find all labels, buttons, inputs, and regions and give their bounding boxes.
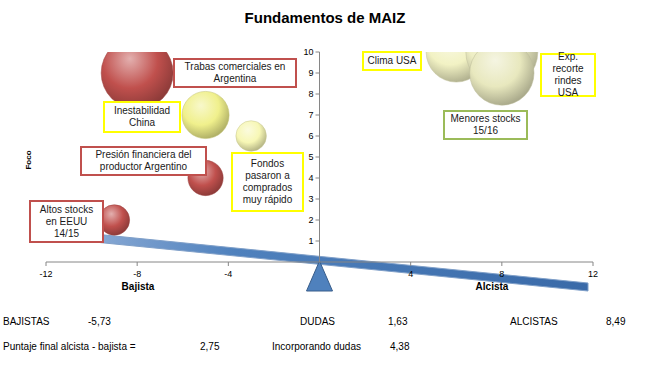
x-tick xyxy=(593,262,594,266)
y-tick xyxy=(316,241,320,242)
x-tick-label: -8 xyxy=(133,269,141,279)
y-tick xyxy=(316,94,320,95)
y-tick xyxy=(316,136,320,137)
bubble xyxy=(182,91,229,138)
summary-label: Puntaje final alcista - bajista = xyxy=(3,341,136,352)
x-tick xyxy=(46,262,47,266)
y-tick-label: 7 xyxy=(308,110,313,120)
y-tick-label: 8 xyxy=(308,89,313,99)
y-tick-label: 5 xyxy=(308,152,313,162)
bubbles xyxy=(99,52,538,235)
y-tick xyxy=(316,178,320,179)
annotation: Inestabilidad China xyxy=(103,101,181,133)
x-tick xyxy=(228,262,229,266)
annotation: Presión financiera del productor Argenti… xyxy=(80,146,207,176)
annotation: Fondos pasaron a comprados muy rápido xyxy=(231,152,304,212)
annotation: Menores stocks 15/16 xyxy=(443,110,528,140)
y-tick xyxy=(316,220,320,221)
y-tick-label: 6 xyxy=(308,131,313,141)
annotation: Clima USA xyxy=(362,51,422,71)
y-tick-label: 4 xyxy=(308,173,313,183)
x-tick xyxy=(410,262,411,266)
page: Fundamentos de MAIZ-12-8-448121234567891… xyxy=(0,0,650,366)
y-axis-label: Foco xyxy=(24,150,33,169)
bubble xyxy=(236,121,267,152)
seesaw-bar xyxy=(44,229,588,291)
y-tick-label: 2 xyxy=(308,215,313,225)
x-axis-label: Bajista xyxy=(122,281,155,292)
summary-value: 8,49 xyxy=(606,316,625,327)
summary-label: DUDAS xyxy=(300,316,335,327)
y-tick-label: 3 xyxy=(308,194,313,204)
y-tick xyxy=(316,199,320,200)
x-tick-label: 8 xyxy=(499,269,504,279)
y-tick xyxy=(316,115,320,116)
bubble xyxy=(470,52,534,105)
title: Fundamentos de MAIZ xyxy=(245,9,406,26)
x-tick-label: -12 xyxy=(39,269,52,279)
x-tick xyxy=(137,262,138,266)
summary-value: -5,73 xyxy=(88,316,111,327)
x-tick-label: 4 xyxy=(408,269,413,279)
x-tick-label: -4 xyxy=(224,269,232,279)
annotation: Altos stocks en EEUU 14/15 xyxy=(29,200,104,243)
summary-label: BAJISTAS xyxy=(3,316,50,327)
annotation: Trabas comerciales en Argentina xyxy=(173,58,297,88)
x-tick-label: 12 xyxy=(588,269,598,279)
y-tick-label: 1 xyxy=(308,236,313,246)
y-tick xyxy=(316,73,320,74)
annotation: Exp. recorte rindes USA xyxy=(540,53,596,97)
y-tick xyxy=(316,157,320,158)
x-tick xyxy=(501,262,502,266)
summary-label: ALCISTAS xyxy=(510,316,558,327)
y-tick-label: 9 xyxy=(308,68,313,78)
summary-value: 2,75 xyxy=(200,341,219,352)
summary-value: 1,63 xyxy=(388,316,407,327)
summary-label: Incorporando dudas xyxy=(272,341,361,352)
x-axis-label: Alcista xyxy=(476,281,509,292)
y-tick-label: 10 xyxy=(303,47,313,57)
y-tick xyxy=(316,52,320,53)
summary-value: 4,38 xyxy=(390,341,409,352)
fulcrum xyxy=(307,261,333,291)
